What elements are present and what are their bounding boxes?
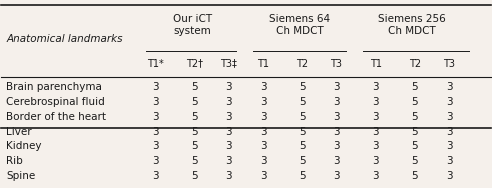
Text: 5: 5	[411, 82, 418, 92]
Text: Spine: Spine	[6, 171, 35, 181]
Text: T1: T1	[369, 59, 382, 69]
Text: 5: 5	[191, 97, 198, 107]
Text: T2: T2	[409, 59, 421, 69]
Text: 3: 3	[446, 97, 452, 107]
Text: 3: 3	[333, 112, 340, 122]
Text: 3: 3	[446, 127, 452, 137]
Text: Siemens 64
Ch MDCT: Siemens 64 Ch MDCT	[269, 14, 330, 36]
Text: 5: 5	[411, 127, 418, 137]
Text: 5: 5	[299, 156, 306, 166]
Text: Siemens 256
Ch MDCT: Siemens 256 Ch MDCT	[378, 14, 446, 36]
Text: 3: 3	[225, 156, 232, 166]
Text: 3: 3	[372, 112, 379, 122]
Text: 5: 5	[411, 112, 418, 122]
Text: 3: 3	[372, 82, 379, 92]
Text: 3: 3	[260, 171, 267, 181]
Text: 3: 3	[260, 112, 267, 122]
Text: 5: 5	[299, 112, 306, 122]
Text: T1*: T1*	[147, 59, 164, 69]
Text: 3: 3	[225, 112, 232, 122]
Text: T3: T3	[443, 59, 455, 69]
Text: 3: 3	[372, 171, 379, 181]
Text: 3: 3	[446, 171, 452, 181]
Text: 3: 3	[152, 142, 159, 152]
Text: 3: 3	[260, 142, 267, 152]
Text: 3: 3	[225, 82, 232, 92]
Text: 3: 3	[446, 142, 452, 152]
Text: 5: 5	[299, 97, 306, 107]
Text: 3: 3	[333, 97, 340, 107]
Text: 3: 3	[446, 82, 452, 92]
Text: 3: 3	[225, 171, 232, 181]
Text: 5: 5	[191, 171, 198, 181]
Text: 3: 3	[225, 142, 232, 152]
Text: Kidney: Kidney	[6, 142, 42, 152]
Text: 3: 3	[372, 97, 379, 107]
Text: Border of the heart: Border of the heart	[6, 112, 106, 122]
Text: 3: 3	[333, 127, 340, 137]
Text: Our iCT
system: Our iCT system	[173, 14, 212, 36]
Text: 5: 5	[191, 127, 198, 137]
Text: 3: 3	[225, 127, 232, 137]
Text: T1: T1	[257, 59, 269, 69]
Text: T2: T2	[296, 59, 308, 69]
Text: 3: 3	[333, 142, 340, 152]
Text: Rib: Rib	[6, 156, 23, 166]
Text: 5: 5	[191, 142, 198, 152]
Text: T3‡: T3‡	[220, 59, 237, 69]
Text: 5: 5	[411, 97, 418, 107]
Text: 3: 3	[260, 156, 267, 166]
Text: 3: 3	[260, 127, 267, 137]
Text: 3: 3	[152, 156, 159, 166]
Text: T2†: T2†	[186, 59, 203, 69]
Text: 3: 3	[372, 156, 379, 166]
Text: 5: 5	[191, 112, 198, 122]
Text: 3: 3	[152, 97, 159, 107]
Text: 5: 5	[411, 171, 418, 181]
Text: 3: 3	[152, 82, 159, 92]
Text: Anatomical landmarks: Anatomical landmarks	[6, 34, 123, 44]
Text: 3: 3	[260, 97, 267, 107]
Text: 3: 3	[152, 171, 159, 181]
Text: 5: 5	[299, 82, 306, 92]
Text: Cerebrospinal fluid: Cerebrospinal fluid	[6, 97, 105, 107]
Text: 5: 5	[191, 156, 198, 166]
Text: 3: 3	[372, 127, 379, 137]
Text: 3: 3	[152, 112, 159, 122]
Text: 5: 5	[411, 142, 418, 152]
Text: Liver: Liver	[6, 127, 32, 137]
Text: 5: 5	[191, 82, 198, 92]
Text: Brain parenchyma: Brain parenchyma	[6, 82, 102, 92]
Text: 5: 5	[299, 142, 306, 152]
Text: 3: 3	[372, 142, 379, 152]
Text: 3: 3	[152, 127, 159, 137]
Text: 3: 3	[333, 156, 340, 166]
Text: 3: 3	[446, 112, 452, 122]
Text: 3: 3	[333, 82, 340, 92]
Text: 3: 3	[333, 171, 340, 181]
Text: 3: 3	[260, 82, 267, 92]
Text: 5: 5	[299, 127, 306, 137]
Text: 5: 5	[299, 171, 306, 181]
Text: 3: 3	[225, 97, 232, 107]
Text: 3: 3	[446, 156, 452, 166]
Text: 5: 5	[411, 156, 418, 166]
Text: T3: T3	[331, 59, 342, 69]
